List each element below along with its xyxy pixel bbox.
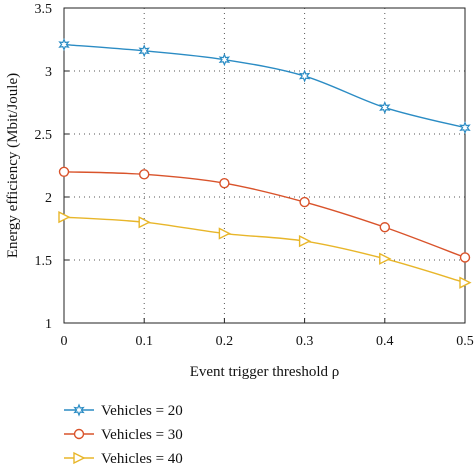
data-point (298, 234, 312, 248)
legend: Vehicles = 20 Vehicles = 30 Vehicles = 40 (64, 403, 183, 465)
data-point (459, 252, 471, 263)
series-3 (58, 211, 472, 289)
data-point (218, 227, 231, 240)
data-point (73, 403, 85, 417)
series-line (63, 171, 466, 259)
x-tick-label: 0.2 (216, 334, 234, 349)
data-point (219, 177, 230, 189)
x-axis: 0 0.1 0.2 0.3 0.4 0.5 (61, 318, 474, 349)
series-group (58, 37, 472, 289)
grid (64, 8, 465, 323)
data-point (459, 276, 472, 289)
x-tick-label: 0.5 (456, 334, 474, 349)
x-tick-label: 0.3 (296, 334, 314, 349)
y-axis-label: Energy efficiency (Mbit/Joule) (5, 73, 21, 258)
legend-item: Vehicles = 30 (64, 427, 183, 443)
data-point (138, 169, 150, 180)
data-point (379, 100, 391, 115)
plot-frame (63, 7, 466, 324)
data-point (379, 252, 392, 265)
data-point (138, 44, 150, 58)
data-point (459, 121, 471, 135)
data-point (58, 166, 70, 178)
series-2 (58, 166, 471, 263)
series-1 (58, 37, 471, 135)
data-point (298, 69, 311, 83)
y-tick-label: 1.5 (35, 254, 53, 269)
data-point (379, 222, 390, 233)
y-tick-label: 2 (45, 191, 52, 206)
y-tick-label: 3.5 (35, 2, 53, 17)
data-point (73, 451, 86, 465)
legend-item: Vehicles = 40 (64, 451, 183, 465)
data-point (138, 216, 151, 229)
x-axis-label: Event trigger threshold ρ (190, 364, 340, 380)
data-point (218, 53, 231, 67)
series-line (63, 216, 466, 284)
data-point (299, 196, 310, 208)
series-line (63, 43, 466, 129)
legend-label: Vehicles = 20 (101, 403, 183, 419)
x-tick-label: 0.4 (376, 334, 394, 349)
legend-label: Vehicles = 40 (101, 451, 183, 465)
data-point (58, 37, 70, 52)
y-axis: 1 1.5 2 2.5 3 3.5 (35, 2, 69, 332)
data-point (73, 428, 85, 440)
legend-label: Vehicles = 30 (101, 427, 183, 443)
y-tick-label: 2.5 (35, 128, 53, 143)
x-tick-label: 0 (61, 334, 68, 349)
x-tick-label: 0.1 (135, 334, 153, 349)
data-point (58, 211, 71, 224)
y-tick-label: 1 (45, 317, 52, 332)
legend-item: Vehicles = 20 (64, 403, 183, 419)
y-tick-label: 3 (45, 65, 52, 80)
